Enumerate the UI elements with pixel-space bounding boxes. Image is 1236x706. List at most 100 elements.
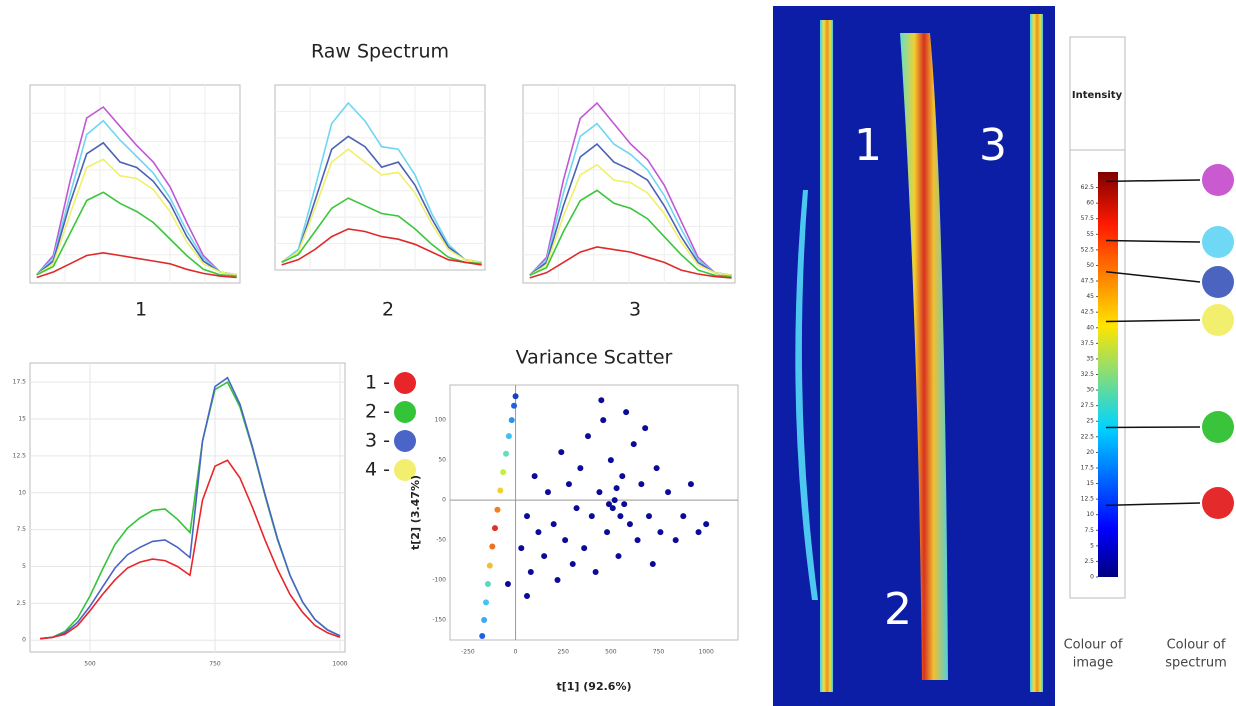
footer-label: Colour of [1167, 638, 1226, 653]
series-line [529, 189, 732, 278]
scatter-point [665, 489, 672, 496]
series-line [39, 376, 341, 640]
scatter-point [550, 521, 557, 528]
y-tick-label: 10 [18, 489, 26, 496]
colorbar-tick-label: 45 [1086, 293, 1094, 300]
colorbar-tick-label: 15 [1086, 480, 1094, 487]
scatter-point [504, 581, 511, 588]
scatter-point [562, 537, 569, 544]
sample-strip [900, 33, 948, 680]
scatter-point [645, 513, 652, 520]
x-tick-label: 250 [557, 649, 569, 656]
scatter-point [638, 481, 645, 488]
series-line [36, 105, 237, 276]
scatter-point [642, 425, 649, 432]
scatter-point [588, 513, 595, 520]
scatter-point [500, 469, 507, 476]
spectrum-colour [1202, 226, 1234, 258]
raw-title: Raw Spectrum [311, 41, 449, 63]
scatter-point [494, 506, 501, 513]
scatter-point [479, 633, 486, 640]
spectrum-colour [1202, 266, 1234, 298]
scatter-point [531, 473, 538, 480]
scatter-point [607, 457, 614, 464]
x-tick-label: 500 [84, 661, 96, 668]
scatter-point [615, 553, 622, 560]
y-tick-label: -50 [436, 537, 446, 544]
series-line [529, 143, 732, 277]
scatter-point [695, 529, 702, 536]
scatter-point [649, 561, 656, 568]
series-line [529, 101, 732, 277]
chart-caption: 2 [382, 299, 394, 321]
sample-edge [795, 190, 818, 600]
colorbar-tick-label: 37.5 [1081, 340, 1095, 347]
series-line [281, 148, 482, 264]
y-tick-label: -150 [432, 617, 446, 624]
colorbar-tick-label: 52.5 [1081, 246, 1095, 253]
scatter-point [573, 505, 580, 512]
intensity-image: 1 2 3 [773, 6, 1055, 706]
image-label: 1 [854, 120, 882, 171]
scatter-point [535, 529, 542, 536]
series-line [529, 246, 732, 279]
colorbar-tick-label: 10 [1086, 511, 1094, 518]
series-line [39, 459, 341, 640]
spectrum-colour [1202, 487, 1234, 519]
plot-frame [29, 362, 346, 653]
scatter-point [598, 397, 605, 404]
colorbar-gradient [1098, 172, 1118, 577]
scatter-point [489, 543, 496, 550]
image-label: 3 [979, 120, 1007, 171]
legend-swatch [394, 401, 416, 423]
colour-link [1105, 270, 1201, 283]
scatter-point [544, 489, 551, 496]
x-tick-label: 0 [514, 649, 518, 656]
colorbar-tick-label: 25 [1086, 418, 1094, 425]
series-line [281, 228, 482, 266]
colorbar-tick-label: 60 [1086, 200, 1094, 207]
scatter-point [605, 501, 612, 508]
scatter-point [581, 545, 588, 552]
sample-strip [1030, 14, 1043, 692]
series-line [36, 141, 237, 276]
scatter-point [481, 617, 488, 624]
series-line [36, 119, 237, 276]
scatter-point [634, 537, 641, 544]
colorbar-tick-label: 55 [1086, 231, 1094, 238]
x-tick-label: 1000 [699, 649, 714, 656]
scatter-point [577, 465, 584, 472]
scatter-point [554, 577, 561, 584]
scatter-point [609, 505, 616, 512]
y-tick-label: 100 [435, 417, 447, 424]
colorbar-tick-label: 20 [1086, 449, 1094, 456]
scatter-point [558, 449, 565, 456]
y-tick-label: 15 [18, 416, 26, 423]
x-axis-label: t[1] (92.6%) [556, 680, 631, 693]
colorbar-tick-label: 35 [1086, 355, 1094, 362]
colour-link [1105, 502, 1201, 507]
scatter-point [524, 593, 531, 600]
colorbar-tick-label: 5 [1090, 542, 1094, 549]
scatter-point [491, 525, 498, 532]
scatter-point [626, 521, 633, 528]
scatter-point [527, 569, 534, 576]
scatter-point [511, 402, 518, 409]
scatter-point [505, 433, 512, 440]
scatter-point [600, 417, 607, 424]
colorbar-tick-label: 0 [1090, 574, 1094, 581]
scatter-point [512, 393, 519, 400]
x-tick-label: 1000 [332, 661, 347, 668]
series-line [36, 251, 237, 279]
scatter-point [592, 569, 599, 576]
colour-link [1105, 319, 1201, 323]
scatter-point [565, 481, 572, 488]
y-tick-label: -100 [432, 577, 446, 584]
scatter-point [703, 521, 710, 528]
scatter-point [524, 513, 531, 520]
footer-label: spectrum [1165, 656, 1227, 671]
scatter-point [486, 562, 493, 569]
series-line [36, 158, 237, 276]
scatter-point [611, 497, 618, 504]
